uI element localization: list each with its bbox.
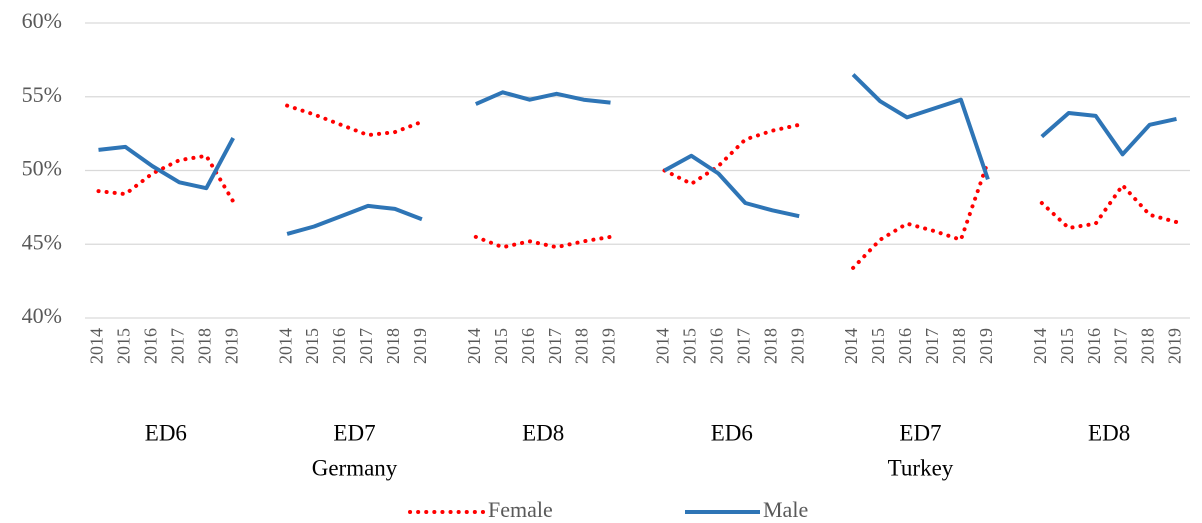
x-tick-label: 2017 — [733, 328, 753, 364]
x-tick-label: 2016 — [141, 328, 161, 364]
country-label: Turkey — [888, 455, 954, 480]
country-label: Germany — [312, 455, 398, 480]
line-series — [98, 73, 1177, 236]
x-tick-label: 2015 — [868, 328, 888, 364]
x-tick-label: 2017 — [545, 328, 565, 364]
x-tick-label: 2019 — [599, 328, 619, 364]
x-tick-label: 2014 — [464, 328, 484, 364]
x-tick-label: 2019 — [1165, 328, 1185, 364]
x-tick-label: 2019 — [976, 328, 996, 364]
x-tick-label: 2014 — [87, 328, 107, 364]
x-tick-label: 2014 — [653, 328, 673, 364]
legend-label: Male — [763, 497, 808, 522]
x-tick-label: 2018 — [760, 328, 780, 364]
x-tick-label: 2018 — [572, 328, 592, 364]
line-series — [96, 103, 1179, 270]
group-label: ED7 — [899, 420, 941, 445]
x-tick-label: 2016 — [329, 328, 349, 364]
x-tick-label: 2015 — [114, 328, 134, 364]
group-label: ED6 — [711, 420, 753, 445]
x-tick-label: 2018 — [1138, 328, 1158, 364]
x-tick-label: 2015 — [491, 328, 511, 364]
x-tick-label: 2019 — [221, 328, 241, 364]
y-tick-label: 55% — [22, 82, 62, 107]
x-tick-label: 2016 — [706, 328, 726, 364]
y-tick-label: 45% — [22, 229, 62, 254]
x-tick-label: 2017 — [1111, 328, 1131, 364]
x-tick-label: 2018 — [383, 328, 403, 364]
x-tick-label: 2014 — [1030, 328, 1050, 364]
y-tick-label: 40% — [22, 303, 62, 328]
x-tick-label: 2018 — [949, 328, 969, 364]
x-tick-label: 2014 — [841, 328, 861, 364]
x-tick-label: 2017 — [922, 328, 942, 364]
x-tick-label: 2014 — [275, 328, 295, 364]
x-tick-label: 2019 — [410, 328, 430, 364]
x-tick-label: 2015 — [680, 328, 700, 364]
x-tick-label: 2019 — [787, 328, 807, 364]
x-tick-label: 2017 — [356, 328, 376, 364]
y-tick-label: 50% — [22, 156, 62, 181]
group-label: ED8 — [522, 420, 564, 445]
group-label: ED8 — [1088, 420, 1130, 445]
x-tick-label: 2018 — [194, 328, 214, 364]
x-tick-label: 2017 — [167, 328, 187, 364]
group-label: ED6 — [145, 420, 187, 445]
x-tick-label: 2015 — [302, 328, 322, 364]
group-label: ED7 — [333, 420, 375, 445]
y-tick-label: 60% — [22, 8, 62, 33]
x-tick-label: 2016 — [895, 328, 915, 364]
x-tick-label: 2016 — [1084, 328, 1104, 364]
x-tick-label: 2016 — [518, 328, 538, 364]
x-tick-label: 2015 — [1057, 328, 1077, 364]
legend-label: Female — [488, 497, 553, 522]
